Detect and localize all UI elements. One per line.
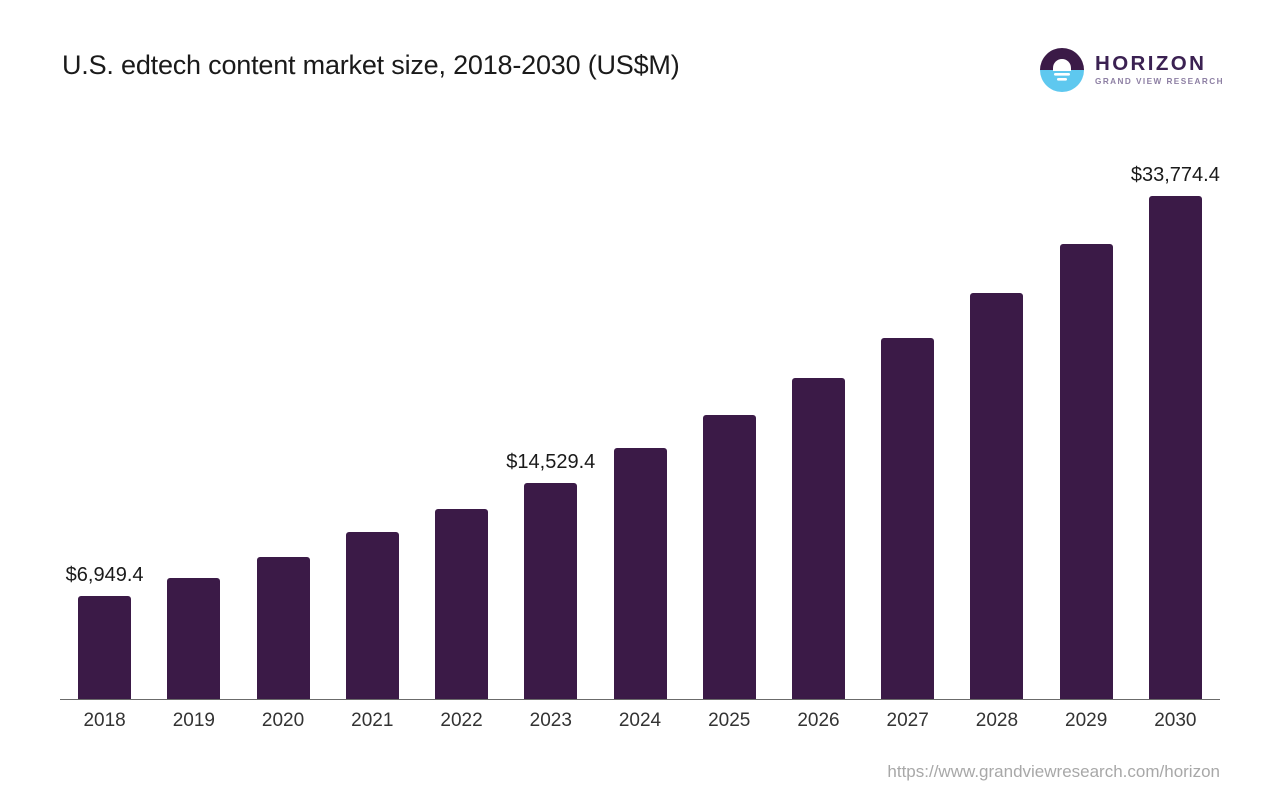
- bar-2019: [167, 578, 221, 699]
- x-tick-2018: 2018: [83, 710, 126, 731]
- x-tick-2021: 2021: [351, 710, 394, 731]
- x-tick-2025: 2025: [708, 710, 751, 731]
- bar-value-label-2030: $33,774.4: [1130, 164, 1220, 186]
- x-tick-2024: 2024: [618, 710, 662, 731]
- page-title: U.S. edtech content market size, 2018-20…: [62, 50, 680, 80]
- bar-2030: [1148, 196, 1202, 699]
- bar-2021: [345, 532, 399, 699]
- horizon-sun-circle-icon: [1040, 48, 1084, 92]
- bar-value-label-2018: $6,949.4: [65, 564, 144, 586]
- source-url[interactable]: https://www.grandviewresearch.com/horizo…: [887, 762, 1220, 781]
- bar-2029: [1059, 244, 1113, 699]
- bar-value-label-2023: $14,529.4: [506, 451, 596, 473]
- bar-2023: [524, 483, 578, 699]
- bar-2026: [791, 378, 845, 699]
- x-tick-2023: 2023: [529, 710, 572, 731]
- x-tick-2020: 2020: [261, 710, 305, 731]
- logo-wordmark: HORIZON: [1095, 51, 1207, 75]
- bar-2024: [613, 448, 667, 699]
- x-tick-2030: 2030: [1154, 710, 1197, 731]
- brand-logo: HORIZON GRAND VIEW RESEARCH: [1040, 46, 1224, 94]
- x-tick-2028: 2028: [975, 710, 1019, 731]
- x-axis-line: [60, 699, 1220, 700]
- bar-2022: [435, 509, 489, 699]
- bar-2028: [970, 293, 1024, 699]
- bar-2025: [702, 415, 756, 699]
- x-tick-2019: 2019: [172, 710, 215, 731]
- x-tick-2027: 2027: [886, 710, 929, 731]
- chart-header: U.S. edtech content market size, 2018-20…: [0, 0, 1280, 120]
- logo-tagline: GRAND VIEW RESEARCH: [1095, 77, 1224, 87]
- bar-2020: [256, 557, 310, 699]
- x-tick-2022: 2022: [440, 710, 483, 731]
- bar-2018: [78, 596, 132, 699]
- x-tick-2029: 2029: [1065, 710, 1108, 731]
- bar-2027: [881, 338, 935, 699]
- x-tick-2026: 2026: [797, 710, 840, 731]
- logo-text-block: HORIZON GRAND VIEW RESEARCH: [1095, 51, 1224, 87]
